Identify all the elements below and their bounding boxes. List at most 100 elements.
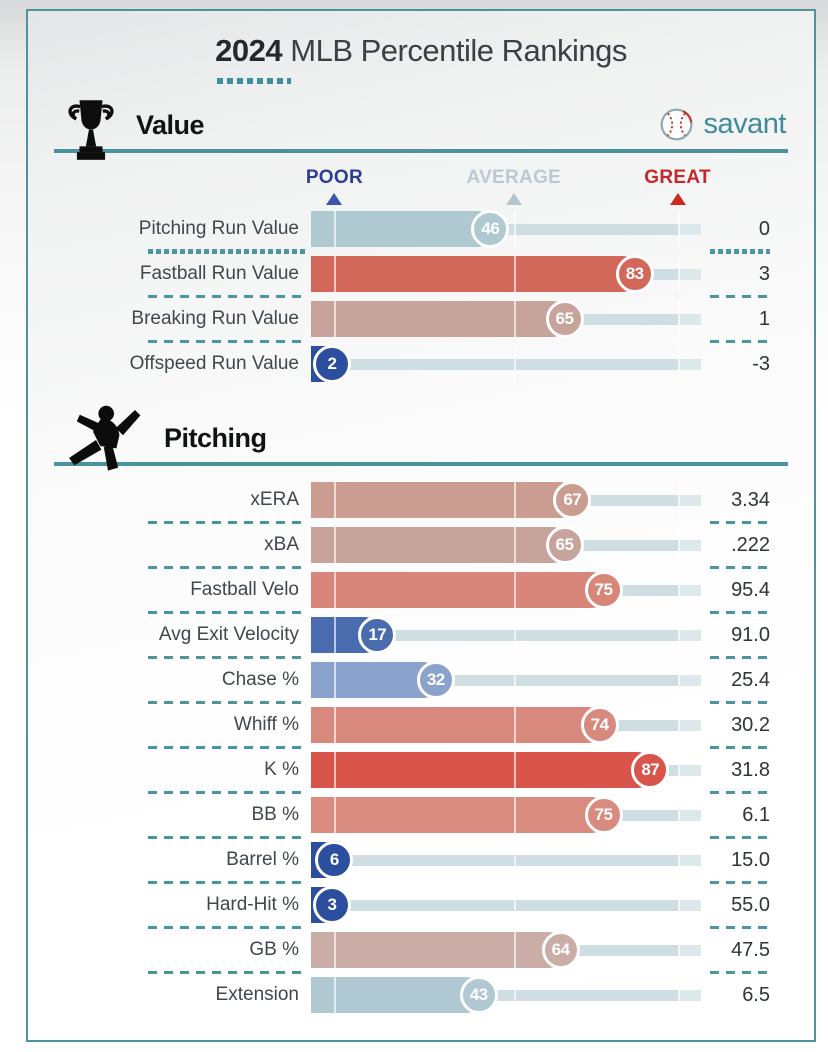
row-separator-dashed <box>54 653 788 662</box>
scale-reference-line <box>677 842 680 878</box>
percentile-badge: 65 <box>545 300 584 338</box>
scale-reference-line <box>513 797 516 833</box>
scale-reference-line <box>677 617 680 653</box>
percentile-bar[interactable]: 65 <box>311 526 701 564</box>
separator-right-segment <box>710 611 770 614</box>
separator-right-segment <box>710 791 770 794</box>
scale-reference-line <box>334 617 337 653</box>
separator-right-segment <box>710 881 770 884</box>
percentile-bar[interactable]: 75 <box>311 796 701 834</box>
bar-fill <box>311 662 436 698</box>
percentile-badge: 32 <box>416 661 455 699</box>
separator-left-segment <box>148 249 308 254</box>
percentile-badge: 6 <box>315 841 354 879</box>
scale-label-average: AVERAGE <box>466 167 562 188</box>
stat-row: Avg Exit Velocity 17 91.0 <box>54 616 788 654</box>
bar-fill <box>311 797 604 833</box>
stat-label: Whiff % <box>233 714 299 735</box>
row-separator-dashed <box>54 923 788 932</box>
percentile-bar[interactable]: 46 <box>311 210 701 248</box>
stat-label: xBA <box>264 534 299 555</box>
row-separator-dashed <box>54 878 788 887</box>
stat-row: Fastball Velo 75 95.4 <box>54 571 788 609</box>
scale-reference-line <box>513 346 516 382</box>
percentile-bar[interactable]: 74 <box>311 706 701 744</box>
separator-right-segment <box>710 295 770 298</box>
percentile-badge: 46 <box>471 210 510 248</box>
percentile-badge: 75 <box>584 571 623 609</box>
separator-left-segment <box>148 701 308 704</box>
row-separator-dashed <box>54 518 788 527</box>
percentile-badge: 17 <box>358 616 397 654</box>
percentile-badge: 75 <box>584 796 623 834</box>
percentile-bar[interactable]: 65 <box>311 300 701 338</box>
scale-reference-line <box>334 527 337 563</box>
scale-header: POOR AVERAGE GREAT <box>54 167 788 211</box>
percentile-bar[interactable]: 64 <box>311 931 701 969</box>
bar-track <box>311 900 701 911</box>
stat-row: Whiff % 74 30.2 <box>54 706 788 744</box>
scale-reference-line <box>677 887 680 923</box>
bar-track-tail <box>677 810 701 821</box>
scale-reference-line <box>513 211 516 247</box>
bar-track <box>311 990 701 1001</box>
percentile-bar[interactable]: 43 <box>311 976 701 1014</box>
percentile-bar[interactable]: 17 <box>311 616 701 654</box>
stat-row: Breaking Run Value 65 1 <box>54 300 788 338</box>
bar-track-tail <box>677 269 701 280</box>
value-section-header: Value savant <box>54 99 788 160</box>
section-pitching: Pitching xERA 67 3.34 xBA 65 .222 Fastball Vel… <box>54 404 788 1014</box>
bar-fill <box>311 211 491 247</box>
separator-right-segment <box>710 746 770 749</box>
bar-fill <box>311 527 565 563</box>
scale-reference-line <box>513 977 516 1013</box>
scale-reference-line <box>334 932 337 968</box>
title-dotted-underline <box>217 78 292 84</box>
separator-right-segment <box>710 521 770 524</box>
percentile-bar[interactable]: 67 <box>311 481 701 519</box>
pitching-rows: xERA 67 3.34 xBA 65 .222 Fastball Velo 75 95.4 Av… <box>54 481 788 1014</box>
stat-value: 55.0 <box>731 893 770 916</box>
separator-left-segment <box>148 656 308 659</box>
pitching-section-header: Pitching <box>54 404 788 471</box>
scale-reference-line <box>677 662 680 698</box>
percentile-badge: 83 <box>615 255 654 293</box>
percentile-bar[interactable]: 83 <box>311 255 701 293</box>
percentile-bar[interactable]: 2 <box>311 345 701 383</box>
bar-fill <box>311 932 561 968</box>
separator-right-segment <box>710 656 770 659</box>
stat-row: Pitching Run Value 46 0 <box>54 210 788 248</box>
scale-reference-line <box>334 662 337 698</box>
bar-track-tail <box>677 855 701 866</box>
scale-reference-line <box>513 256 516 292</box>
separator-right-segment <box>710 340 770 343</box>
stat-label: K % <box>264 759 299 780</box>
stat-label: Breaking Run Value <box>131 308 299 329</box>
bar-track-tail <box>677 540 701 551</box>
scale-reference-line <box>334 482 337 518</box>
separator-right-segment <box>710 836 770 839</box>
value-rows: Pitching Run Value 46 0 Fastball Run Value 8… <box>54 210 788 383</box>
row-separator-dashed <box>54 743 788 752</box>
separator-left-segment <box>148 926 308 929</box>
stat-value: 91.0 <box>731 623 770 646</box>
percentile-bar[interactable]: 32 <box>311 661 701 699</box>
percentile-bar[interactable]: 6 <box>311 841 701 879</box>
stat-row: BB % 75 6.1 <box>54 796 788 834</box>
row-separator-dashed <box>54 337 788 346</box>
scale-reference-line <box>334 977 337 1013</box>
scale-reference-line <box>677 572 680 608</box>
section-value: Value savant POOR AVERAGE GREAT <box>54 99 788 383</box>
baseball-icon <box>658 106 695 143</box>
percentile-bar[interactable]: 75 <box>311 571 701 609</box>
percentile-bar[interactable]: 3 <box>311 886 701 924</box>
scale-reference-line <box>677 797 680 833</box>
bar-track-tail <box>677 359 701 370</box>
percentile-bar[interactable]: 87 <box>311 751 701 789</box>
separator-left-segment <box>148 746 308 749</box>
bar-fill <box>311 977 479 1013</box>
stat-value: 15.0 <box>731 848 770 871</box>
trophy-icon <box>62 99 120 163</box>
stat-value: 3 <box>758 262 770 285</box>
savant-logo[interactable]: savant <box>658 106 787 143</box>
